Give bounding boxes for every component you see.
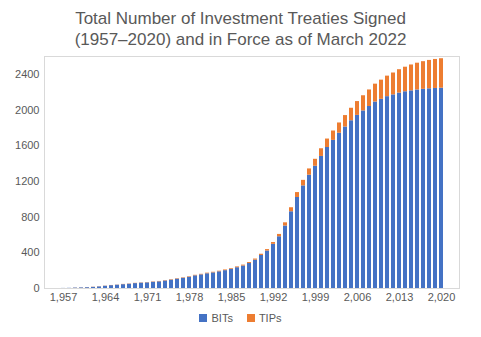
- svg-text:1,978: 1,978: [176, 291, 204, 303]
- svg-text:1600: 1600: [15, 139, 39, 151]
- svg-text:2000: 2000: [15, 104, 39, 116]
- svg-text:2,006: 2,006: [344, 291, 372, 303]
- svg-text:2,013: 2,013: [386, 291, 414, 303]
- svg-text:1,992: 1,992: [260, 291, 288, 303]
- svg-text:1,964: 1,964: [92, 291, 120, 303]
- svg-text:1,985: 1,985: [218, 291, 246, 303]
- svg-text:800: 800: [21, 211, 39, 223]
- svg-text:1,999: 1,999: [302, 291, 330, 303]
- svg-text:2400: 2400: [15, 68, 39, 80]
- svg-text:1,971: 1,971: [134, 291, 162, 303]
- svg-text:1200: 1200: [15, 175, 39, 187]
- svg-text:400: 400: [21, 246, 39, 258]
- html-text:BITs: BITs: [211, 312, 233, 324]
- svg-text:0: 0: [33, 282, 39, 294]
- svg-text:1,957: 1,957: [50, 291, 78, 303]
- svg-text:2,020: 2,020: [428, 291, 456, 303]
- html-text:Total Number of Investment Tre: Total Number of Investment Treaties Sign…: [74, 9, 407, 49]
- html-text:TIPs: TIPs: [258, 312, 282, 324]
